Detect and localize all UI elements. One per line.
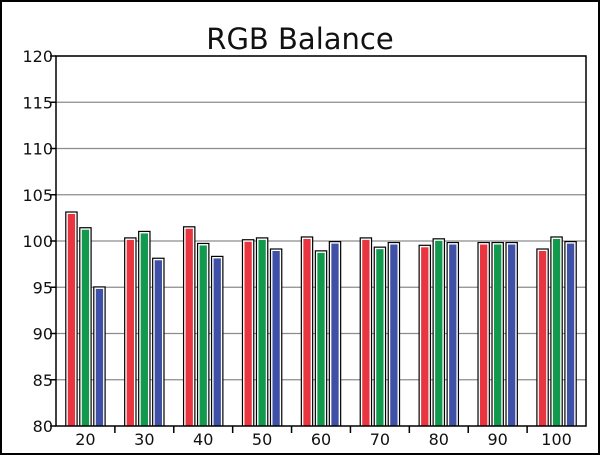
y-tick-label: 105 bbox=[22, 186, 53, 205]
y-tick-label: 120 bbox=[22, 47, 53, 66]
bar bbox=[449, 244, 457, 426]
x-tick-label: 70 bbox=[370, 430, 390, 449]
x-tick-label: 30 bbox=[134, 430, 154, 449]
bar bbox=[126, 239, 134, 426]
chart-title: RGB Balance bbox=[206, 22, 393, 56]
bar bbox=[362, 239, 370, 426]
bar bbox=[421, 247, 429, 426]
bar bbox=[81, 229, 90, 426]
x-tick-label: 50 bbox=[252, 430, 272, 449]
bar bbox=[376, 249, 384, 426]
x-tick-label: 40 bbox=[193, 430, 213, 449]
bar bbox=[390, 244, 398, 426]
x-tick-labels: 20 30 40 50 60 70 80 90 100 bbox=[75, 430, 572, 449]
bar bbox=[258, 239, 266, 426]
bar bbox=[566, 243, 575, 426]
bar bbox=[199, 245, 207, 426]
bar bbox=[552, 238, 561, 426]
y-tick-label: 100 bbox=[22, 232, 53, 251]
y-tick-label: 115 bbox=[22, 93, 53, 112]
bar bbox=[508, 244, 516, 426]
bar bbox=[538, 251, 547, 426]
bar bbox=[213, 258, 221, 426]
y-tick-label: 90 bbox=[33, 325, 53, 344]
y-tick-label: 85 bbox=[33, 371, 53, 390]
bar bbox=[480, 244, 488, 426]
bar bbox=[140, 233, 148, 426]
x-tick-label: 20 bbox=[75, 430, 95, 449]
x-tick-label: 90 bbox=[487, 430, 507, 449]
bar bbox=[272, 251, 280, 426]
y-tick-label: 110 bbox=[22, 140, 53, 159]
bars bbox=[65, 211, 577, 426]
bar bbox=[67, 214, 76, 426]
plot-border bbox=[55, 55, 587, 427]
axes bbox=[50, 55, 587, 433]
bar bbox=[494, 244, 502, 426]
y-tick-label: 80 bbox=[33, 417, 53, 436]
bar bbox=[303, 238, 311, 426]
y-tick-labels: 80 85 90 95 100 105 110 115 120 bbox=[22, 47, 53, 436]
y-tick-label: 95 bbox=[33, 278, 53, 297]
bar bbox=[154, 260, 162, 426]
bar bbox=[331, 243, 339, 426]
x-tick-label: 60 bbox=[311, 430, 331, 449]
x-tick-label: 100 bbox=[541, 430, 572, 449]
bar bbox=[317, 252, 325, 426]
bar bbox=[185, 228, 193, 426]
bar bbox=[435, 240, 443, 426]
bar bbox=[244, 241, 252, 426]
x-tick-label: 80 bbox=[429, 430, 449, 449]
bar bbox=[95, 288, 104, 426]
